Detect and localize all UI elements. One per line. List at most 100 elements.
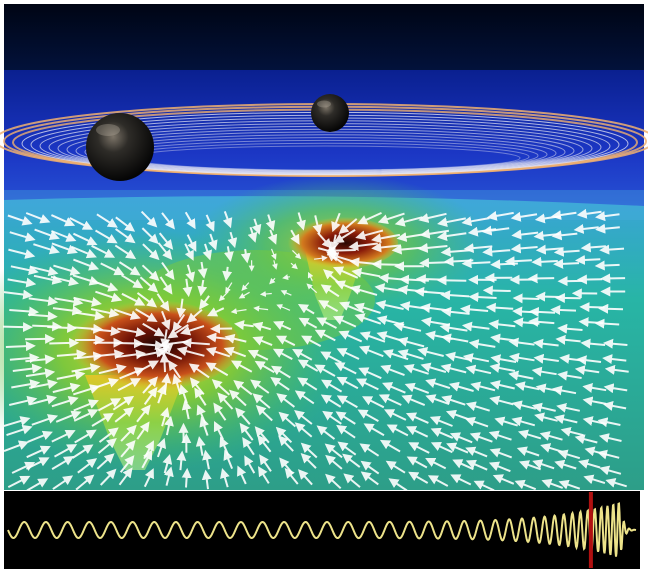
vector-arrow	[514, 479, 537, 491]
vector-arrow	[56, 370, 86, 381]
vector-arrow	[54, 296, 84, 307]
vector-arrow	[576, 355, 602, 366]
vector-arrow	[72, 274, 100, 286]
vector-arrow	[213, 402, 227, 421]
vector-arrow	[397, 336, 425, 348]
vector-arrow	[50, 214, 76, 227]
vector-arrow	[135, 308, 158, 323]
vector-arrow	[557, 449, 581, 460]
vector-arrow	[554, 459, 577, 470]
vector-arrow	[602, 354, 627, 365]
vector-arrow	[298, 469, 313, 486]
vector-arrow	[156, 437, 167, 458]
vector-arrow	[222, 211, 233, 229]
vector-arrow	[284, 467, 299, 485]
vector-arrow	[360, 460, 380, 475]
vector-arrow	[51, 429, 76, 443]
vector-arrow	[528, 306, 556, 317]
vector-arrow	[99, 468, 117, 486]
vector-arrow	[481, 225, 510, 236]
vector-arrow	[233, 380, 253, 396]
vector-arrow	[115, 216, 136, 232]
vector-arrow	[296, 212, 306, 231]
vector-arrow	[320, 394, 342, 408]
vector-arrow	[595, 211, 620, 222]
vector-arrow	[504, 256, 532, 267]
vector-arrow	[176, 298, 187, 319]
vector-arrow	[579, 302, 605, 313]
vector-arrow	[52, 475, 74, 490]
vector-arrow	[314, 255, 328, 262]
vector-arrow	[9, 231, 36, 242]
vector-arrow	[74, 429, 97, 444]
vector-arrow	[595, 223, 620, 234]
vector-arrow	[136, 292, 158, 308]
vector-arrow	[414, 286, 444, 297]
vector-arrow	[533, 338, 559, 349]
vector-arrow	[516, 446, 540, 457]
vector-arrow	[156, 384, 167, 404]
vector-arrow	[27, 311, 58, 322]
vector-arrow	[223, 346, 247, 358]
vector-arrow	[443, 256, 474, 267]
vector-arrow	[343, 473, 361, 488]
vector-arrow	[222, 266, 233, 282]
vector-arrow	[56, 349, 87, 360]
vector-arrow	[320, 351, 342, 364]
vector-arrow	[55, 410, 82, 423]
vector-arrow	[320, 284, 340, 298]
vector-arrow	[440, 333, 469, 344]
vector-arrow	[510, 211, 538, 222]
vector-arrow	[234, 320, 254, 330]
vector-arrow	[465, 446, 488, 458]
vector-arrow	[252, 336, 273, 347]
vector-arrow	[29, 394, 58, 406]
vector-arrow	[11, 461, 36, 474]
vector-arrow	[156, 347, 183, 360]
vector-arrow	[247, 226, 258, 243]
vector-arrow	[294, 390, 315, 405]
vector-arrow	[3, 289, 34, 300]
vector-arrow	[397, 349, 424, 360]
vector-arrow	[98, 363, 127, 375]
vector-arrow	[257, 466, 270, 484]
vector-arrow	[551, 230, 578, 241]
vector-arrow	[118, 467, 133, 486]
vector-arrow	[75, 310, 105, 321]
space-background	[4, 4, 644, 72]
vector-arrow	[605, 478, 627, 488]
vector-arrow	[71, 444, 94, 459]
vector-arrow	[353, 302, 381, 314]
vector-arrow	[532, 459, 555, 470]
vector-arrow	[317, 232, 332, 249]
vector-arrow	[240, 248, 251, 264]
vector-arrow	[25, 354, 56, 365]
vector-arrow	[393, 321, 422, 332]
vector-arrow	[96, 453, 115, 470]
vector-arrow	[142, 322, 165, 337]
vector-arrow	[440, 363, 467, 374]
vector-arrow	[197, 279, 208, 297]
vector-arrow	[446, 442, 469, 454]
vector-arrow	[363, 423, 385, 437]
vector-arrow	[69, 217, 93, 230]
vector-arrow	[575, 254, 601, 265]
vector-arrow	[418, 212, 447, 223]
vector-arrow	[184, 211, 196, 230]
vector-arrow	[73, 258, 100, 271]
vector-arrow	[449, 432, 473, 444]
vector-arrow	[228, 389, 247, 407]
vector-arrow	[50, 275, 79, 287]
vector-arrow	[238, 291, 250, 299]
vector-arrow	[140, 210, 158, 228]
vector-arrow	[489, 363, 516, 373]
vector-arrow	[358, 367, 382, 380]
vector-arrow	[383, 409, 407, 421]
vector-arrow	[355, 229, 384, 241]
vector-arrow	[290, 229, 300, 245]
vector-arrow	[511, 416, 536, 427]
vector-arrow	[275, 335, 296, 347]
vector-arrow	[12, 363, 43, 374]
vector-arrow	[141, 449, 153, 469]
vector-arrow	[599, 465, 622, 476]
